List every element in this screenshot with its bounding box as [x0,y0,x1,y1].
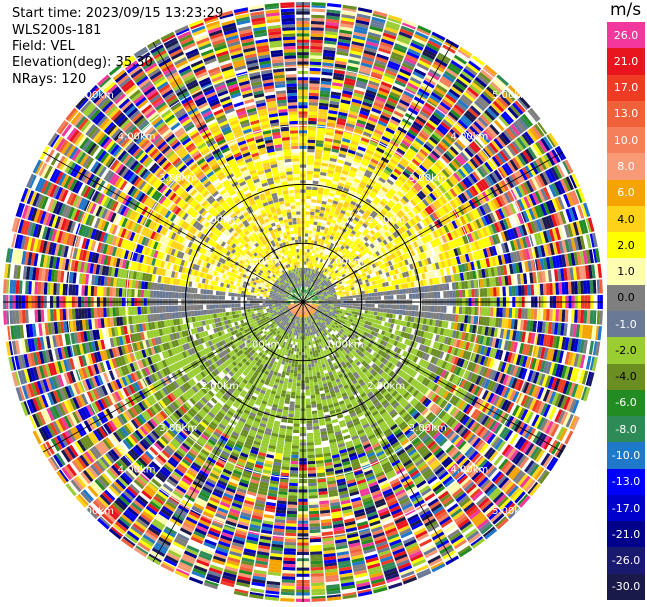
azimuth-spoke [42,151,304,303]
range-label: 5.00km [492,90,530,101]
colorbar-swatch [607,389,645,417]
range-label: 4.00km [450,132,488,143]
velocity-gates [3,2,603,602]
range-labels: 1.00km 1.00km 1.00km 1.00km 2.00km 2.00km 2.00… [76,90,530,517]
colorbar: 26.0 21.0 17.0 13.0 10.0 8.0 6.0 4.0 2.0 1.0 0.0 -1… [607,22,645,601]
instrument-label: WLS200s-181 [12,23,102,38]
colorbar-tick-label: 6.0 [617,186,635,200]
azimuth-spoke [302,151,563,303]
range-label: 1.00km [242,340,280,351]
colorbar-tick-label: 10.0 [613,133,639,147]
colorbar-tick-label: -30.0 [611,580,641,594]
colorbar-tick-label: 17.0 [613,81,639,95]
range-label: 1.00km [326,340,364,351]
colorbar-swatch [607,311,645,338]
azimuth-spoke [302,301,563,453]
range-label: 4.00km [118,132,156,143]
colorbar-tick-label: 26.0 [613,28,639,42]
colorbar-tick-label: -13.0 [611,475,641,489]
range-label: 3.00km [159,173,197,184]
colorbar-tick-label: -10.0 [611,449,641,462]
colorbar-tick-label: 13.0 [613,107,639,121]
colorbar-tick-label: -26.0 [611,554,641,568]
range-label: 2.00km [201,381,239,392]
colorbar-unit: m/s [610,0,642,20]
colorbar-tick-label: -1.0 [615,317,637,331]
colorbar-swatch [607,468,645,496]
colorbar-swatch [607,205,645,233]
colorbar-tick-label: 0.0 [617,291,635,305]
colorbar-swatch [607,442,645,470]
nrays-label: NRays: 120 [12,72,87,87]
field-label: Field: VEL [12,39,75,54]
colorbar-tick-label: -8.0 [615,422,637,436]
colorbar-swatch [607,547,645,575]
colorbar-swatch [607,153,645,181]
colorbar-swatch [607,179,645,207]
range-label: 4.00km [118,464,156,475]
colorbar-swatch [607,337,645,365]
range-label: 5.00km [76,90,114,101]
colorbar-swatch [607,127,645,154]
range-label: 1.00km [242,256,280,267]
colorbar-swatch [607,100,645,128]
colorbar-swatch [607,416,645,443]
range-label: 3.00km [159,423,197,434]
colorbar-tick-label: -6.0 [615,396,637,410]
colorbar-tick-label: -4.0 [615,370,637,384]
colorbar-swatch [607,74,645,102]
colorbar-swatch [607,573,645,601]
range-label: 2.00km [201,215,239,226]
colorbar-tick-label: 1.0 [617,265,635,279]
colorbar-swatch [607,494,645,522]
colorbar-tick-label: 2.0 [617,238,635,252]
colorbar-swatch [607,48,645,76]
colorbar-tick-label: 21.0 [613,54,639,68]
start-time-label: Start time: 2023/09/15 13:23:29 [12,6,224,21]
range-label: 3.00km [409,423,447,434]
colorbar-tick-label: -2.0 [615,343,637,357]
azimuth-spoke [152,41,304,303]
elevation-label: Elevation(deg): 35.30 [12,55,153,70]
range-label: 4.00km [450,464,488,475]
colorbar-swatch [607,258,645,286]
colorbar-swatch [607,363,645,391]
range-label: 2.00km [367,381,405,392]
range-label: 3.00km [409,173,447,184]
azimuth-spoke [302,41,454,303]
colorbar-tick-label: -17.0 [611,501,641,515]
colorbar-tick-label: -21.0 [611,527,641,541]
colorbar-swatch [607,22,645,49]
range-label: 1.00km [326,256,364,267]
range-label: 5.00km [492,506,530,517]
colorbar-tick-label: 8.0 [617,160,635,173]
azimuth-spoke [152,301,304,562]
colorbar-swatch [607,284,645,312]
azimuth-spoke [42,301,304,453]
colorbar-swatch [607,232,645,259]
range-label: 5.00km [76,506,114,517]
colorbar-tick-label: 4.0 [617,212,635,226]
colorbar-swatch [607,521,645,548]
azimuth-spoke [302,301,454,562]
range-label: 2.00km [367,215,405,226]
